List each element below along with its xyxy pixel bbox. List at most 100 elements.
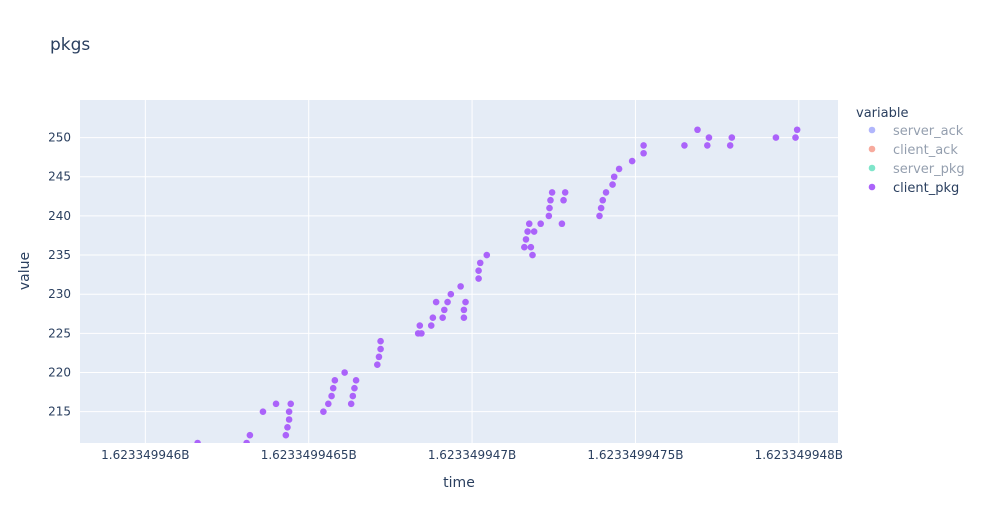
data-point[interactable] [377, 337, 384, 345]
y-tick-label: 230 [48, 287, 71, 301]
data-point[interactable] [548, 189, 556, 196]
data-point[interactable] [246, 431, 254, 439]
data-point[interactable] [610, 173, 618, 181]
data-point[interactable] [282, 431, 290, 439]
data-point[interactable] [597, 204, 605, 212]
data-point[interactable] [628, 157, 636, 165]
legend-item-client-ack[interactable]: client_ack [868, 143, 959, 158]
data-point[interactable] [792, 134, 799, 141]
data-point[interactable] [609, 181, 616, 188]
legend-item-server-pkg[interactable]: server_pkg [868, 162, 965, 177]
data-point[interactable] [341, 369, 348, 376]
data-point[interactable] [328, 392, 335, 400]
data-point[interactable] [602, 189, 610, 196]
data-point[interactable] [561, 189, 569, 196]
data-point[interactable] [347, 400, 355, 408]
legend-label: client_ack [893, 143, 958, 158]
x-tick-label: 1.623349947B [428, 448, 516, 462]
data-point[interactable] [432, 298, 440, 306]
data-point[interactable] [726, 142, 734, 149]
data-point[interactable] [640, 149, 647, 157]
legend: variable server_ack client_ack server_pkgc… [856, 106, 965, 196]
data-point[interactable] [439, 314, 446, 322]
data-point[interactable] [374, 361, 381, 368]
data-point[interactable] [194, 439, 201, 447]
data-point[interactable] [524, 228, 531, 235]
data-point[interactable] [615, 165, 623, 173]
data-point[interactable] [285, 416, 293, 423]
legend-item-client-pkg[interactable]: client_pkg [868, 181, 960, 196]
data-point[interactable] [457, 283, 464, 290]
data-point[interactable] [331, 377, 339, 384]
data-point[interactable] [429, 314, 437, 322]
data-point[interactable] [681, 142, 688, 149]
data-point[interactable] [272, 400, 280, 408]
data-point[interactable] [460, 306, 468, 314]
legend-title: variable [856, 106, 908, 121]
data-point[interactable] [522, 236, 530, 243]
data-point[interactable] [284, 424, 291, 431]
data-point[interactable] [772, 134, 780, 141]
data-point[interactable] [521, 243, 528, 251]
legend-marker-icon [868, 164, 876, 172]
data-point[interactable] [325, 400, 332, 408]
data-point[interactable] [243, 439, 250, 447]
data-point[interactable] [444, 298, 451, 306]
y-tick-label: 220 [48, 366, 71, 380]
data-point[interactable] [476, 259, 484, 267]
data-point[interactable] [447, 290, 455, 298]
y-tick-label: 225 [48, 326, 71, 340]
data-point[interactable] [704, 142, 711, 149]
data-point[interactable] [460, 314, 468, 322]
y-axis-title: value [17, 252, 33, 290]
data-point[interactable] [547, 196, 554, 204]
data-point[interactable] [537, 220, 544, 228]
data-point[interactable] [329, 384, 337, 392]
data-point[interactable] [351, 384, 358, 392]
data-point[interactable] [546, 204, 553, 212]
data-point[interactable] [599, 196, 607, 204]
data-point[interactable] [285, 408, 293, 415]
data-point[interactable] [287, 400, 295, 408]
data-point[interactable] [462, 298, 469, 306]
data-point[interactable] [596, 212, 603, 220]
data-point[interactable] [694, 126, 701, 134]
data-point[interactable] [483, 251, 491, 259]
x-tick-label: 1.6233499475B [587, 448, 683, 462]
data-points [194, 126, 801, 447]
data-point[interactable] [375, 353, 383, 361]
data-point[interactable] [475, 267, 482, 275]
legend-marker-icon [868, 126, 876, 134]
data-point[interactable] [529, 251, 536, 259]
x-tick-label: 1.623349948B [755, 448, 843, 462]
data-point[interactable] [705, 134, 713, 141]
data-point[interactable] [530, 228, 538, 235]
data-point[interactable] [352, 377, 360, 384]
data-point[interactable] [427, 322, 435, 329]
data-point[interactable] [558, 220, 566, 228]
legend-item-server-ack[interactable]: server_ack [868, 124, 964, 139]
data-point[interactable] [416, 322, 424, 329]
plot-background[interactable] [80, 100, 838, 443]
y-tick-label: 250 [48, 131, 71, 145]
y-tick-label: 235 [48, 248, 71, 262]
legend-marker-icon [868, 145, 876, 153]
data-point[interactable] [545, 212, 553, 220]
data-point[interactable] [793, 126, 801, 134]
data-point[interactable] [560, 196, 567, 204]
data-point[interactable] [377, 345, 384, 353]
data-point[interactable] [527, 243, 535, 251]
data-point[interactable] [728, 134, 736, 141]
data-point[interactable] [440, 306, 448, 314]
data-point[interactable] [525, 220, 533, 228]
data-point[interactable] [640, 142, 647, 149]
data-point[interactable] [475, 275, 482, 282]
chart-title: pkgs [50, 35, 90, 55]
data-point[interactable] [418, 330, 425, 337]
data-point[interactable] [349, 392, 357, 400]
y-tick-label: 245 [48, 170, 71, 184]
data-point[interactable] [259, 408, 267, 415]
x-tick-label: 1.623349946B [101, 448, 189, 462]
data-point[interactable] [320, 408, 327, 415]
